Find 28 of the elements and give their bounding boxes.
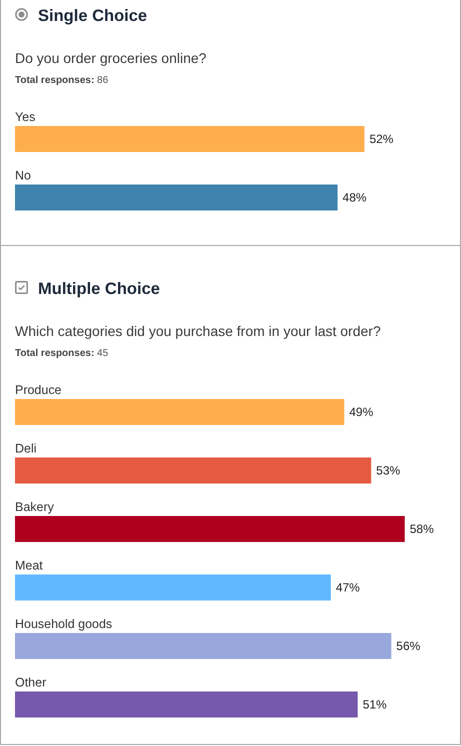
y-tick-label: Produce bbox=[15, 383, 62, 398]
bar bbox=[15, 458, 372, 484]
bar bbox=[15, 633, 392, 659]
y-tick-label: Meat bbox=[15, 558, 44, 572]
bar bbox=[15, 691, 358, 718]
y-tick-label: Bakery bbox=[15, 500, 55, 514]
data-label: 52% bbox=[369, 132, 394, 146]
data-label: 47% bbox=[336, 580, 360, 594]
data-label: 51% bbox=[362, 697, 388, 712]
bar bbox=[15, 399, 344, 426]
chart-subtitle: Which categories did you purchase from in your last order? bbox=[15, 323, 381, 339]
y-tick-label: Household goods bbox=[15, 617, 112, 631]
bar bbox=[15, 516, 405, 542]
data-label: 49% bbox=[349, 405, 374, 420]
data-label: 53% bbox=[376, 464, 400, 478]
bar bbox=[15, 574, 331, 600]
y-tick-label: Other bbox=[15, 675, 46, 690]
y-tick-label: Deli bbox=[15, 442, 37, 456]
data-label: 58% bbox=[410, 522, 434, 536]
text: Total responses: 86 bbox=[15, 75, 108, 86]
data-label: 48% bbox=[342, 190, 367, 204]
y-tick-label: No bbox=[15, 168, 32, 182]
text: Total responses: 45 bbox=[15, 348, 108, 359]
chart-title: Single Choice bbox=[38, 6, 148, 26]
chart-title: Multiple Choice bbox=[38, 279, 160, 299]
chart-subtitle: Do you order groceries online? bbox=[15, 50, 206, 66]
data-label: 56% bbox=[396, 639, 421, 653]
y-tick-label: Yes bbox=[15, 110, 36, 124]
